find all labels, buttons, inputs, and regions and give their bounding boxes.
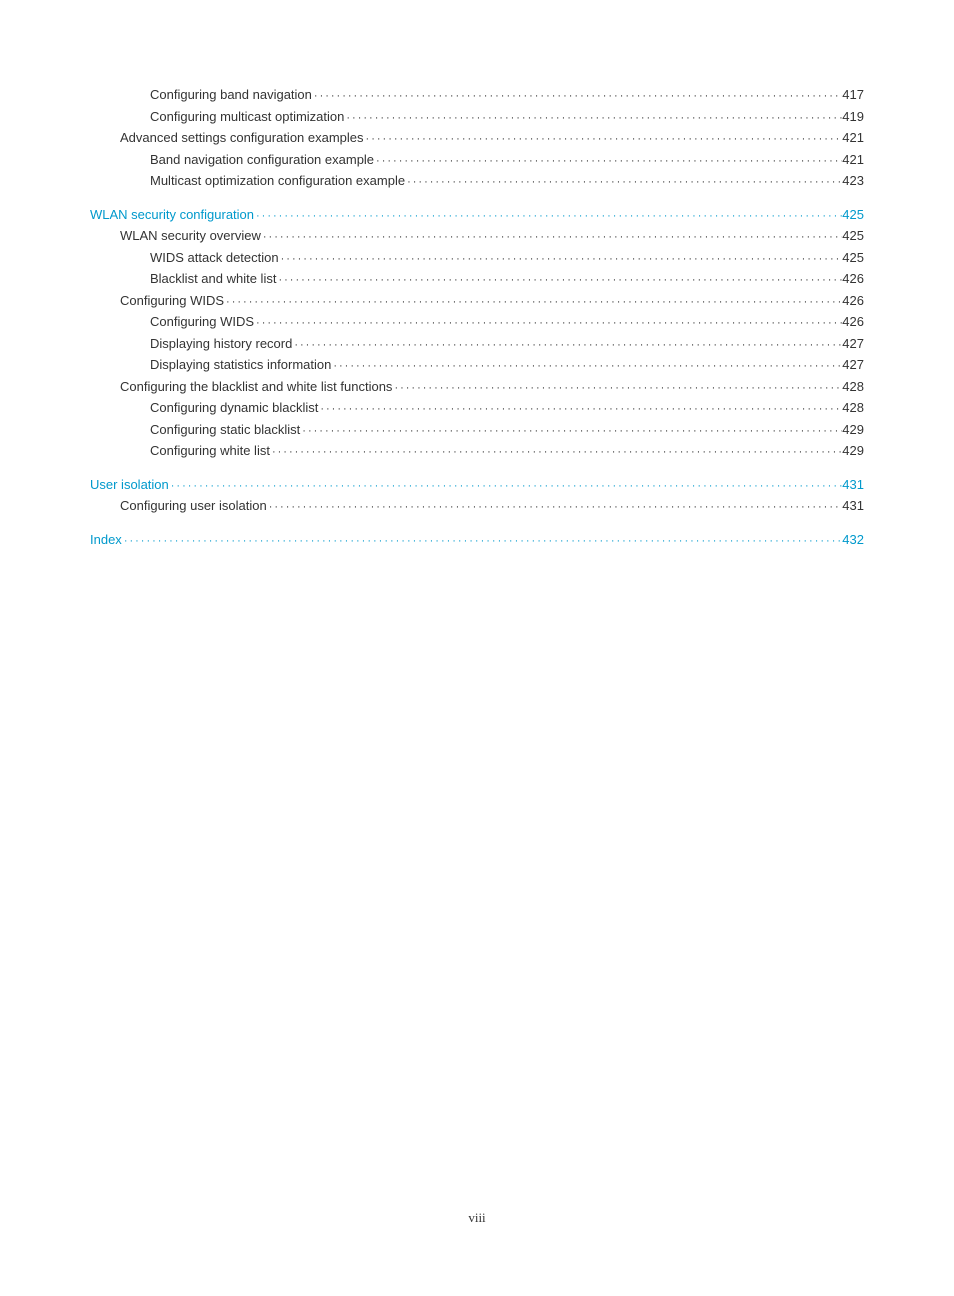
toc-entry-page: 425	[842, 248, 864, 268]
toc-leader-dots: ········································…	[122, 533, 842, 550]
toc-leader-dots: ········································…	[267, 499, 843, 516]
toc-entry-page: 432	[842, 530, 864, 550]
toc-leader-dots: ········································…	[254, 315, 842, 332]
toc-leader-dots: ········································…	[392, 380, 842, 397]
toc-leader-dots: ········································…	[318, 401, 842, 418]
toc-entry: Advanced settings configuration examples…	[90, 128, 864, 148]
toc-leader-dots: ········································…	[405, 174, 842, 191]
toc-entry-label: Configuring multicast optimization	[150, 107, 344, 127]
toc-entry-page: 421	[842, 150, 864, 170]
toc-entry-label: Multicast optimization configuration exa…	[150, 171, 405, 191]
toc-entry: Blacklist and white list················…	[90, 269, 864, 289]
toc-entry-page: 427	[842, 355, 864, 375]
toc-entry-page: 427	[842, 334, 864, 354]
toc-leader-dots: ········································…	[276, 272, 842, 289]
toc-entry-label: WIDS attack detection	[150, 248, 279, 268]
toc-entry-label: Advanced settings configuration examples	[120, 128, 364, 148]
toc-entry-page: 417	[842, 85, 864, 105]
toc-entry[interactable]: User isolation··························…	[90, 475, 864, 495]
toc-entry-page: 419	[842, 107, 864, 127]
toc-entry: WLAN security overview··················…	[90, 226, 864, 246]
toc-leader-dots: ········································…	[254, 208, 842, 225]
toc-entry[interactable]: WLAN security configuration·············…	[90, 205, 864, 225]
toc-entry: Configuring multicast optimization······…	[90, 107, 864, 127]
toc-entry-label: Displaying history record	[150, 334, 292, 354]
toc-leader-dots: ········································…	[312, 88, 842, 105]
toc-entry-label: WLAN security overview	[120, 226, 261, 246]
toc-entry-label: WLAN security configuration	[90, 205, 254, 225]
section-gap	[90, 193, 864, 205]
toc-entry-label: Band navigation configuration example	[150, 150, 374, 170]
toc-leader-dots: ········································…	[292, 337, 842, 354]
toc-entry-label: Displaying statistics information	[150, 355, 331, 375]
toc-entry-page: 426	[842, 269, 864, 289]
toc-entry: Displaying statistics information·······…	[90, 355, 864, 375]
toc-entry-label: Configuring the blacklist and white list…	[120, 377, 392, 397]
toc-entry-page: 429	[842, 441, 864, 461]
toc-leader-dots: ········································…	[224, 294, 842, 311]
toc-entry: Configuring static blacklist············…	[90, 420, 864, 440]
toc-entry: Configuring white list··················…	[90, 441, 864, 461]
toc-entry-label: Configuring WIDS	[120, 291, 224, 311]
toc-leader-dots: ········································…	[270, 444, 842, 461]
toc-entry-label: User isolation	[90, 475, 169, 495]
toc-entry-label: Configuring user isolation	[120, 496, 267, 516]
toc-leader-dots: ········································…	[300, 423, 842, 440]
toc-entry-label: Configuring WIDS	[150, 312, 254, 332]
toc-entry: Configuring WIDS························…	[90, 312, 864, 332]
toc-entry-label: Configuring dynamic blacklist	[150, 398, 318, 418]
toc-entry: Configuring dynamic blacklist···········…	[90, 398, 864, 418]
toc-leader-dots: ········································…	[364, 131, 843, 148]
toc-entry-page: 428	[842, 377, 864, 397]
toc-entry-page: 431	[842, 475, 864, 495]
toc-entry-label: Index	[90, 530, 122, 550]
toc-leader-dots: ········································…	[279, 251, 843, 268]
toc-entry-label: Blacklist and white list	[150, 269, 276, 289]
toc-entry-page: 426	[842, 312, 864, 332]
toc-container: Configuring band navigation·············…	[90, 85, 864, 549]
section-gap	[90, 463, 864, 475]
toc-leader-dots: ········································…	[344, 110, 842, 127]
toc-entry-page: 423	[842, 171, 864, 191]
toc-entry-page: 421	[842, 128, 864, 148]
toc-entry-page: 428	[842, 398, 864, 418]
section-gap	[90, 518, 864, 530]
page-footer-number: viii	[0, 1210, 954, 1226]
toc-entry: Displaying history record···············…	[90, 334, 864, 354]
toc-entry: Band navigation configuration example···…	[90, 150, 864, 170]
toc-entry-page: 431	[842, 496, 864, 516]
toc-leader-dots: ········································…	[169, 478, 843, 495]
toc-entry-page: 425	[842, 226, 864, 246]
toc-entry: Configuring user isolation··············…	[90, 496, 864, 516]
toc-leader-dots: ········································…	[261, 229, 842, 246]
toc-entry-label: Configuring white list	[150, 441, 270, 461]
toc-leader-dots: ········································…	[374, 153, 842, 170]
toc-entry-label: Configuring static blacklist	[150, 420, 300, 440]
toc-leader-dots: ········································…	[331, 358, 842, 375]
toc-entry: Multicast optimization configuration exa…	[90, 171, 864, 191]
toc-entry[interactable]: Index···································…	[90, 530, 864, 550]
toc-entry-page: 426	[842, 291, 864, 311]
toc-entry: Configuring the blacklist and white list…	[90, 377, 864, 397]
toc-entry-label: Configuring band navigation	[150, 85, 312, 105]
toc-entry-page: 425	[842, 205, 864, 225]
toc-entry-page: 429	[842, 420, 864, 440]
toc-entry: Configuring WIDS························…	[90, 291, 864, 311]
toc-entry: WIDS attack detection···················…	[90, 248, 864, 268]
toc-entry: Configuring band navigation·············…	[90, 85, 864, 105]
